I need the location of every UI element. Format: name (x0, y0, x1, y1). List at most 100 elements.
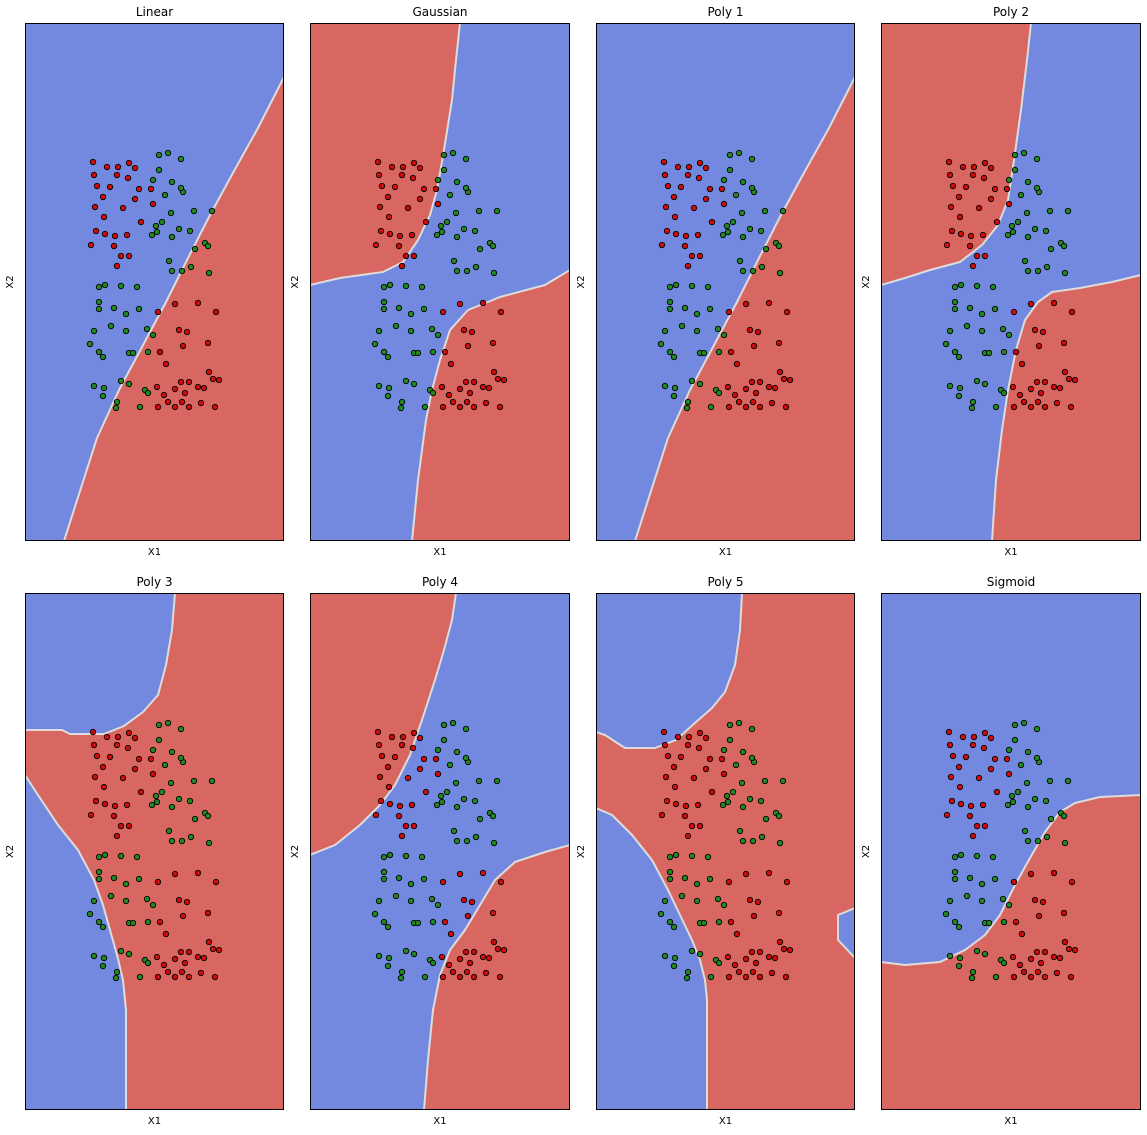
decision-boundary-2 (423, 844, 570, 1110)
point-class-red (178, 398, 186, 406)
point-class-green (380, 283, 388, 291)
point-class-red (447, 930, 455, 938)
point-class-green (143, 895, 151, 903)
point-class-green (101, 281, 109, 289)
point-class-red (377, 797, 385, 805)
point-class-red (682, 232, 690, 240)
point-class-green (421, 973, 429, 981)
point-class-red (183, 898, 191, 906)
point-class-red (410, 729, 418, 737)
scatter-points (657, 719, 794, 982)
point-class-green (776, 839, 784, 847)
point-class-red (962, 753, 970, 761)
point-class-green (164, 719, 172, 727)
point-class-green (1043, 833, 1051, 841)
point-class-green (122, 310, 130, 318)
point-class-green (661, 382, 669, 390)
point-class-green (1011, 151, 1019, 159)
point-class-red (204, 909, 212, 917)
point-class-green (761, 777, 769, 785)
point-class-green (693, 310, 701, 318)
point-class-green (135, 875, 143, 883)
point-class-red (695, 174, 703, 182)
point-class-red (485, 384, 493, 392)
point-class-red (470, 973, 478, 981)
point-class-green (966, 874, 974, 882)
point-class-green (1033, 155, 1041, 163)
point-class-green (1047, 245, 1055, 253)
point-class-green (739, 803, 747, 811)
point-class-red (980, 174, 988, 182)
point-class-green (113, 398, 121, 406)
point-class-green (978, 880, 986, 888)
point-class-red (212, 308, 220, 316)
point-class-red (684, 171, 692, 179)
point-class-green (407, 880, 415, 888)
point-class-red (702, 734, 710, 742)
point-class-red (99, 193, 107, 201)
point-class-green (729, 218, 737, 226)
point-class-green (1061, 839, 1069, 847)
point-class-red (119, 774, 127, 782)
point-class-green (1000, 918, 1008, 926)
point-class-green (666, 283, 674, 291)
point-class-red (733, 930, 741, 938)
point-class-green (95, 853, 103, 861)
point-class-red (410, 252, 418, 260)
point-class-red (87, 241, 95, 249)
point-class-red (409, 744, 417, 752)
subplot-4: Poly 2 X1 X2 (861, 5, 1141, 558)
point-class-red (378, 752, 386, 760)
point-class-green (1061, 269, 1069, 277)
point-class-green (1033, 184, 1041, 192)
point-class-green (493, 207, 501, 215)
plot-area (310, 593, 570, 1110)
x-axis-label: X1 (433, 1116, 446, 1127)
point-class-green (762, 815, 770, 823)
point-class-green (1024, 267, 1032, 275)
point-class-green (707, 403, 715, 411)
point-class-red (776, 938, 784, 946)
point-class-red (949, 752, 957, 760)
point-class-green (155, 151, 163, 159)
point-class-green (205, 839, 213, 847)
decision-boundary-2 (596, 807, 708, 1110)
point-class-green (748, 754, 756, 762)
point-class-red (690, 204, 698, 212)
point-class-red (756, 948, 764, 956)
point-class-red (153, 383, 161, 391)
point-class-green (380, 918, 388, 926)
point-class-green (748, 155, 756, 163)
point-class-green (168, 233, 176, 241)
point-class-red (441, 348, 449, 356)
point-class-red (987, 164, 995, 172)
point-class-red (149, 200, 157, 208)
subplot-title: Gaussian (412, 5, 467, 19)
point-class-red (1009, 953, 1017, 961)
scatter-points (86, 149, 223, 412)
point-class-red (1031, 326, 1039, 334)
point-class-red (110, 242, 118, 250)
point-class-red (125, 822, 133, 830)
point-class-green (429, 918, 437, 926)
point-class-green (429, 348, 437, 356)
point-class-green (683, 974, 691, 982)
point-class-green (392, 892, 400, 900)
point-class-green (398, 968, 406, 976)
x-axis-label: X1 (1004, 547, 1017, 558)
point-class-red (1050, 869, 1058, 877)
point-class-red (185, 948, 193, 956)
point-class-green (666, 298, 674, 306)
point-class-green (666, 853, 674, 861)
point-class-green (460, 225, 468, 233)
point-class-red (768, 969, 776, 977)
point-class-green (380, 298, 388, 306)
point-class-red (1050, 299, 1058, 307)
point-class-green (204, 812, 212, 820)
decision-boundary-1 (25, 593, 176, 735)
point-class-green (739, 233, 747, 241)
point-class-green (190, 777, 198, 785)
point-class-red (750, 912, 758, 920)
point-class-green (462, 754, 470, 762)
